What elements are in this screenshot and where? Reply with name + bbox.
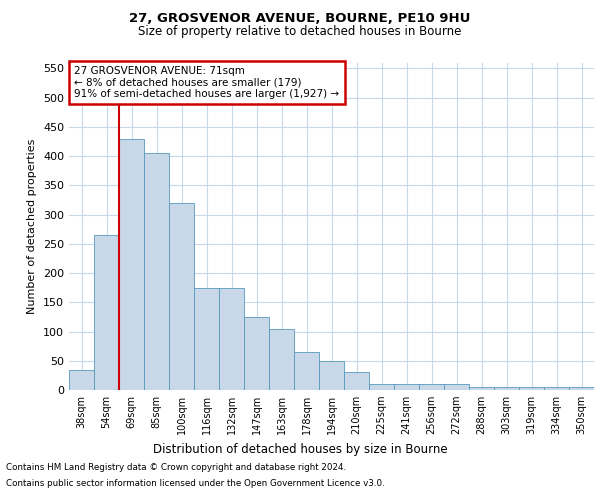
Bar [269, 328, 294, 390]
Y-axis label: Number of detached properties: Number of detached properties [28, 138, 37, 314]
Bar [569, 387, 594, 390]
Bar [494, 387, 519, 390]
Text: 27, GROSVENOR AVENUE, BOURNE, PE10 9HU: 27, GROSVENOR AVENUE, BOURNE, PE10 9HU [130, 12, 470, 26]
Bar [469, 387, 494, 390]
Bar [219, 288, 244, 390]
Text: Distribution of detached houses by size in Bourne: Distribution of detached houses by size … [152, 442, 448, 456]
Text: Size of property relative to detached houses in Bourne: Size of property relative to detached ho… [139, 25, 461, 38]
Bar [319, 361, 344, 390]
Text: Contains HM Land Registry data © Crown copyright and database right 2024.: Contains HM Land Registry data © Crown c… [6, 464, 346, 472]
Bar [169, 203, 194, 390]
Text: Contains public sector information licensed under the Open Government Licence v3: Contains public sector information licen… [6, 478, 385, 488]
Text: 27 GROSVENOR AVENUE: 71sqm
← 8% of detached houses are smaller (179)
91% of semi: 27 GROSVENOR AVENUE: 71sqm ← 8% of detac… [74, 66, 340, 99]
Bar [394, 384, 419, 390]
Bar [544, 387, 569, 390]
Bar [519, 387, 544, 390]
Bar [344, 372, 369, 390]
Bar [294, 352, 319, 390]
Bar [94, 235, 119, 390]
Bar [444, 384, 469, 390]
Bar [119, 138, 144, 390]
Bar [419, 384, 444, 390]
Bar [69, 370, 94, 390]
Bar [144, 153, 169, 390]
Bar [244, 317, 269, 390]
Bar [194, 288, 219, 390]
Bar [369, 384, 394, 390]
